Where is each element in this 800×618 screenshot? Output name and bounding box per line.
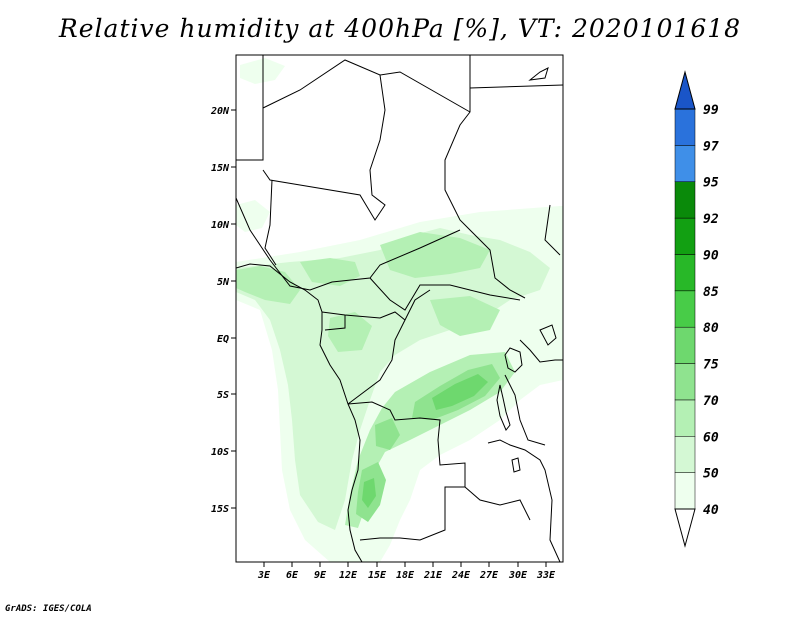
border-line [262,74,386,221]
colorbar-label: 60 [703,430,719,445]
lake-outline [511,457,521,473]
lat-label: 20N [210,106,230,117]
border-line [544,204,561,256]
border-line [347,401,466,487]
colorbar-label: 95 [703,176,719,191]
rh-region-60 [430,296,500,336]
rh-region-75 [432,374,488,410]
colorbar-label: 97 [703,139,719,154]
colorbar-swatch [674,399,696,437]
colorbar-swatches [674,108,696,510]
lon-label: 6E [286,570,299,581]
lon-label: 9E [314,570,327,581]
colorbar-swatch [674,217,696,255]
lat-label: EQ [217,334,229,345]
colorbar-swatch [674,436,696,473]
colorbar-swatch [674,290,696,328]
colorbar: 40 50 60 70 75 80 85 90 92 95 97 99 [674,70,719,548]
lake-outline [539,324,557,346]
lon-label: 18E [396,570,415,581]
lake-outline [504,347,523,373]
lat-label: 5S [217,390,229,401]
rh-region-40 [236,200,270,232]
lake-outline [528,67,549,81]
colorbar-label: 50 [703,467,719,482]
border-line [444,55,526,299]
lon-label: 3E [257,570,271,581]
border-line [236,55,264,161]
lon-label: 24E [451,570,471,581]
lon-label: 33E [536,570,556,581]
lake-outline [496,384,511,431]
map-frame [235,54,564,563]
colorbar-swatch [674,108,696,146]
border-line [321,311,406,405]
border-line [236,197,461,291]
lat-label: 15N [211,163,230,174]
border-line [262,59,471,113]
lon-label: 30E [508,570,528,581]
colorbar-label: 92 [703,212,719,227]
border-line [487,439,561,562]
lat-label: 15S [211,504,229,515]
rh-region-70 [375,418,400,450]
border-line [469,84,563,89]
colorbar-label: 70 [703,394,719,409]
colorbar-swatch [674,254,696,292]
lat-label: 10N [211,220,230,231]
colorbar-label: 99 [703,103,719,118]
colorbar-label: 85 [703,285,719,300]
lat-label: 5N [217,277,230,288]
humidity-shading [236,58,563,562]
lon-label: 15E [368,570,387,581]
lon-labels: 3E 6E 9E 12E 15E 18E 21E 24E 27E 30E 33E [257,570,556,581]
grads-credit: GrADS: IGES/COLA [5,604,92,614]
border-line [324,315,346,331]
border-line [359,486,465,541]
lat-axis [231,109,236,509]
colorbar-top-arrow [674,70,696,110]
lon-label: 21E [423,570,443,581]
border-line [369,277,521,311]
border-line [519,339,563,363]
colorbar-label: 80 [703,321,719,336]
colorbar-labels: 40 50 60 70 75 80 85 90 92 95 97 99 [703,103,719,518]
lon-label: 12E [339,570,358,581]
colorbar-swatch [674,363,696,401]
lat-label: 10S [211,447,229,458]
lat-labels: 20N 15N 10N 5N EQ 5S 10S 15S [210,106,230,515]
colorbar-swatch [674,181,696,219]
border-line [404,289,431,321]
coastline [236,263,363,562]
colorbar-label: 75 [703,358,719,373]
colorbar-swatch [674,326,696,364]
rh-region-75 [362,478,376,508]
border-line [264,179,277,266]
lon-label: 27E [479,570,499,581]
colorbar-swatch [674,472,696,510]
country-borders [236,55,563,562]
rh-region-60 [300,258,360,286]
border-line [464,486,531,521]
chart-title: Relative humidity at 400hPa [%], VT: 202… [58,14,742,43]
lon-axis [263,562,547,567]
rh-region-60 [236,266,300,304]
colorbar-swatch [674,145,696,182]
colorbar-bottom-arrow [674,508,696,548]
rh-region-60 [380,232,490,278]
rh-region-60 [328,312,372,352]
border-line [504,374,546,446]
colorbar-label: 40 [703,503,719,518]
colorbar-label: 90 [703,248,719,263]
